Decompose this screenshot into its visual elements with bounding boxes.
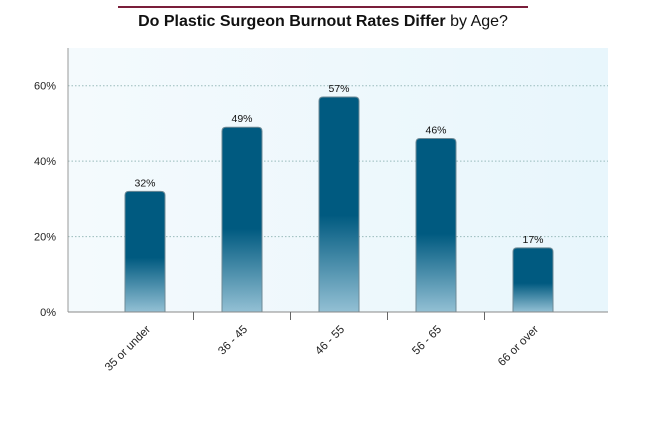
y-tick-label: 0%: [40, 307, 56, 319]
bar-2: [318, 96, 360, 313]
data-label: 32%: [134, 177, 155, 189]
y-tick-label: 40%: [34, 156, 56, 168]
data-label: 17%: [522, 234, 543, 246]
chart-title: Do Plastic Surgeon Burnout Rates Differ …: [138, 13, 508, 30]
bar-3: [415, 138, 457, 313]
bar-0: [124, 190, 166, 313]
y-tick-label: 60%: [34, 81, 56, 93]
bar-1: [221, 126, 263, 313]
data-label: 57%: [328, 83, 349, 95]
data-label: 49%: [231, 113, 252, 125]
x-tick-label: 35 or under: [103, 324, 153, 374]
x-tick-label: 46 - 55: [313, 324, 347, 358]
x-tick-label: 36 - 45: [216, 324, 250, 358]
x-tick-label: 66 or over: [496, 324, 541, 369]
x-tick-label: 56 - 65: [410, 324, 444, 358]
bar-4: [512, 247, 554, 313]
data-label: 46%: [425, 125, 446, 137]
y-tick-label: 20%: [34, 232, 56, 244]
